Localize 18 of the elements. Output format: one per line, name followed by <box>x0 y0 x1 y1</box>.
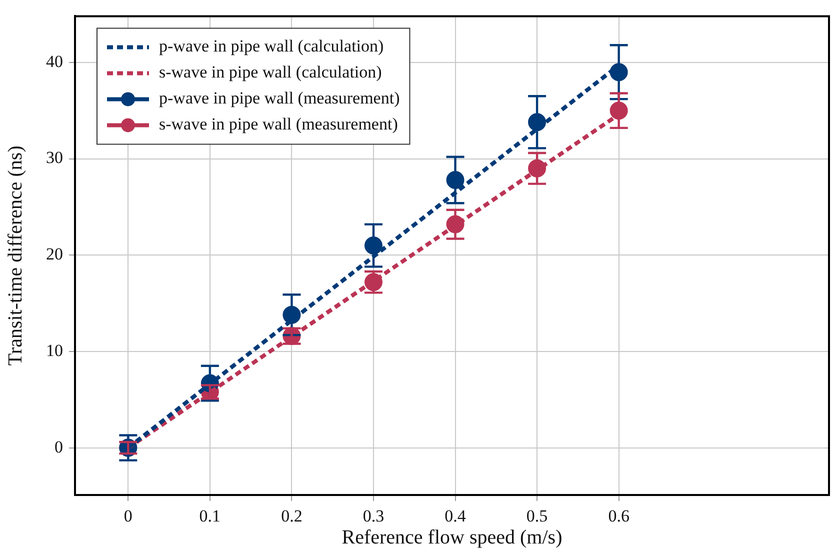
y-tick-label: 40 <box>46 52 63 71</box>
legend-label: p-wave in pipe wall (calculation) <box>159 36 384 56</box>
y-tick-label: 10 <box>46 340 63 360</box>
x-tick-label: 0.1 <box>199 506 221 526</box>
legend-label: s-wave in pipe wall (measurement) <box>159 114 398 134</box>
x-tick-label: 0 <box>124 506 132 526</box>
y-axis-title: Transit-time difference (ns) <box>4 146 26 366</box>
x-tick-label: 0.5 <box>526 506 548 526</box>
y-tick-label: 0 <box>54 437 63 456</box>
x-tick-label: 0.2 <box>281 506 302 526</box>
y-tick-label: 20 <box>46 244 63 264</box>
legend-label: s-wave in pipe wall (calculation) <box>159 62 382 82</box>
x-tick-label: 0.3 <box>362 506 384 526</box>
y-tick-label: 30 <box>46 148 63 168</box>
legend-label: p-wave in pipe wall (measurement) <box>159 88 400 108</box>
x-tick-label: 0.4 <box>444 506 466 526</box>
x-tick-label: 0.6 <box>608 506 630 526</box>
x-axis-title: Reference flow speed (m/s) <box>342 526 562 548</box>
